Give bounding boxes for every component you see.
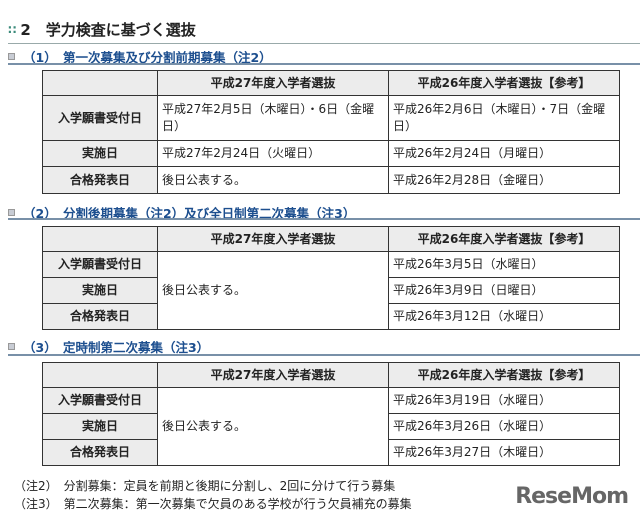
header-h26: 平成26年度入学者選抜【参考】 bbox=[388, 226, 620, 252]
resemom-logo: ReseMom bbox=[515, 484, 629, 509]
table-row: 実施日 平成26年3月9日（日曜日） bbox=[42, 277, 620, 304]
section-heading-text: （2） 分割後期募集（注2）及び全日制第二次募集（注3） bbox=[23, 206, 356, 221]
header-h27: 平成27年度入学者選抜 bbox=[157, 226, 389, 252]
cell-h26: 平成26年3月9日（日曜日） bbox=[388, 277, 620, 304]
table-row: 実施日 平成27年2月24日（火曜日） 平成26年2月24日（月曜日） bbox=[42, 140, 620, 167]
cell-h26: 平成26年3月5日（水曜日） bbox=[388, 251, 620, 278]
header-blank bbox=[42, 226, 158, 252]
square-bullet-icon bbox=[8, 209, 15, 216]
header-h26: 平成26年度入学者選抜【参考】 bbox=[388, 70, 620, 96]
footnotes: （注2） 分割募集：定員を前期と後期に分割し、2回に分けて行う募集 （注3） 第… bbox=[14, 477, 412, 513]
header-blank bbox=[42, 362, 158, 388]
divider bbox=[8, 354, 640, 356]
row-label: 実施日 bbox=[42, 277, 158, 304]
row-label: 入学願書受付日 bbox=[42, 251, 158, 278]
cell-h27: 平成27年2月5日（木曜日）・6日（金曜日） bbox=[157, 95, 389, 141]
cell-h27: 後日公表する。 bbox=[157, 166, 389, 194]
table-row: 実施日 平成26年3月26日（水曜日） bbox=[42, 413, 620, 440]
cell-h26: 平成26年2月6日（木曜日）・7日（金曜日） bbox=[388, 95, 620, 141]
cell-h26: 平成26年3月26日（水曜日） bbox=[388, 413, 620, 440]
section-heading-1: （1） 第一次募集及び分割前期募集（注2） bbox=[8, 47, 272, 66]
row-label: 入学願書受付日 bbox=[42, 387, 158, 414]
divider bbox=[8, 43, 640, 44]
cell-h26: 平成26年2月24日（月曜日） bbox=[388, 140, 620, 167]
cell-h26: 平成26年2月28日（金曜日） bbox=[388, 166, 620, 194]
cell-h27: 平成27年2月24日（火曜日） bbox=[157, 140, 389, 167]
header-h27: 平成27年度入学者選抜 bbox=[157, 362, 389, 388]
row-label: 入学願書受付日 bbox=[42, 95, 158, 141]
footnote: （注2） 分割募集：定員を前期と後期に分割し、2回に分けて行う募集 bbox=[14, 479, 396, 493]
section-heading-text: （1） 第一次募集及び分割前期募集（注2） bbox=[23, 50, 272, 65]
schedule-table-3: 平成27年度入学者選抜 平成26年度入学者選抜【参考】 入学願書受付日 後日公表する… bbox=[42, 362, 620, 466]
schedule-table-1: 平成27年度入学者選抜 平成26年度入学者選抜【参考】 入学願書受付日 平成27年2… bbox=[42, 70, 620, 194]
section-heading-3: （3） 定時制第二次募集（注3） bbox=[8, 337, 209, 356]
schedule-table-2: 平成27年度入学者選抜 平成26年度入学者選抜【参考】 入学願書受付日 後日公表する… bbox=[42, 226, 620, 330]
table-row: 合格発表日 平成26年3月12日（水曜日） bbox=[42, 303, 620, 330]
table-row: 入学願書受付日 平成27年2月5日（木曜日）・6日（金曜日） 平成26年2月6日（木… bbox=[42, 95, 620, 141]
section-heading-text: （3） 定時制第二次募集（注3） bbox=[23, 340, 210, 355]
square-bullet-icon bbox=[8, 343, 15, 350]
cell-h26: 平成26年3月12日（水曜日） bbox=[388, 303, 620, 330]
row-label: 実施日 bbox=[42, 413, 158, 440]
table-row: 入学願書受付日 後日公表する。 平成26年3月19日（水曜日） bbox=[42, 387, 620, 466]
divider bbox=[8, 63, 640, 65]
cell-h27: 後日公表する。 bbox=[157, 387, 389, 466]
row-label: 合格発表日 bbox=[42, 439, 158, 466]
bullet-icon: ∷ bbox=[8, 22, 16, 37]
title-text: 2 学力検査に基づく選抜 bbox=[20, 21, 196, 39]
footnote: （注3） 第二次募集：第一次募集で欠員のある学校が行う欠員補充の募集 bbox=[14, 497, 412, 511]
cell-h26: 平成26年3月27日（木曜日） bbox=[388, 439, 620, 466]
table-row: 入学願書受付日 後日公表する。 平成26年3月5日（水曜日） bbox=[42, 251, 620, 330]
table-row: 合格発表日 後日公表する。 平成26年2月28日（金曜日） bbox=[42, 166, 620, 194]
page-title: ∷ 2 学力検査に基づく選抜 bbox=[8, 19, 196, 40]
header-h27: 平成27年度入学者選抜 bbox=[157, 70, 389, 96]
cell-h26: 平成26年3月19日（水曜日） bbox=[388, 387, 620, 414]
row-label: 合格発表日 bbox=[42, 166, 158, 194]
header-blank bbox=[42, 70, 158, 96]
section-heading-2: （2） 分割後期募集（注2）及び全日制第二次募集（注3） bbox=[8, 203, 355, 222]
row-label: 実施日 bbox=[42, 140, 158, 167]
table-row: 合格発表日 平成26年3月27日（木曜日） bbox=[42, 439, 620, 466]
cell-h27: 後日公表する。 bbox=[157, 251, 389, 330]
header-h26: 平成26年度入学者選抜【参考】 bbox=[388, 362, 620, 388]
square-bullet-icon bbox=[8, 53, 15, 60]
row-label: 合格発表日 bbox=[42, 303, 158, 330]
divider bbox=[8, 218, 640, 220]
